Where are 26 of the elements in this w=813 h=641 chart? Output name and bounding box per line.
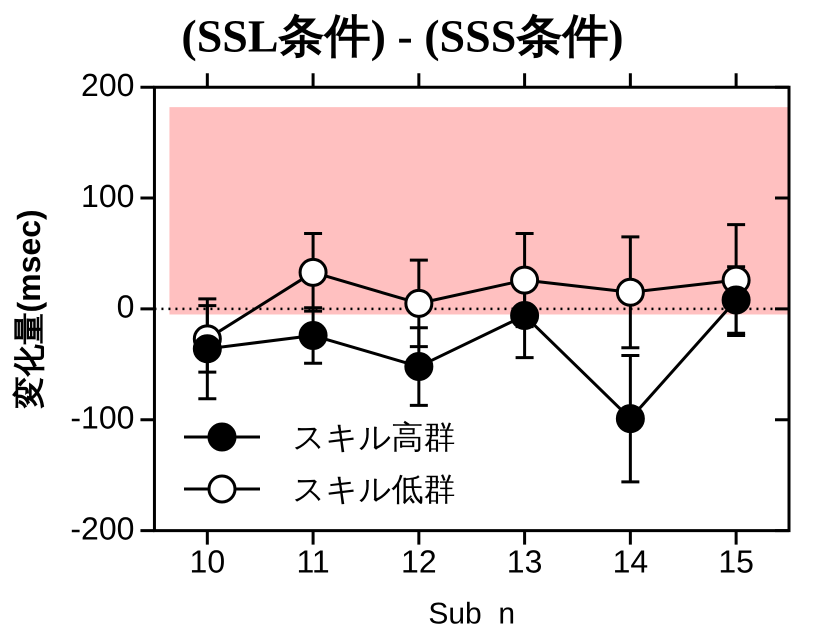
point [722, 286, 751, 315]
x-tick-label: 15 [718, 544, 754, 580]
y-tick-label: 0 [116, 288, 134, 325]
point [192, 334, 222, 364]
y-tick-label: 100 [81, 178, 134, 214]
point [510, 266, 540, 295]
x-tick-label: 14 [612, 544, 648, 580]
point [616, 404, 645, 434]
x-tick-label: 11 [296, 544, 330, 580]
legend-label: スキル低群 [292, 470, 456, 509]
legend-label: スキル高群 [292, 418, 456, 457]
chart-title: (SSL条件) - (SSS条件) [181, 10, 624, 62]
x-tick-label: 13 [506, 544, 542, 580]
x-tick-label: 12 [401, 544, 437, 580]
y-tick-label: 200 [81, 67, 134, 104]
point [298, 321, 328, 350]
x-tick-label: 10 [190, 544, 226, 580]
point [616, 278, 645, 307]
y-tick-label: -200 [70, 510, 134, 546]
point [404, 352, 434, 382]
point [510, 301, 540, 330]
x-axis-title: Sub n [428, 597, 516, 630]
y-axis-title: 変化量(msec) [11, 209, 48, 410]
point [298, 258, 328, 287]
point [404, 288, 434, 318]
y-tick-label: -100 [70, 400, 134, 436]
